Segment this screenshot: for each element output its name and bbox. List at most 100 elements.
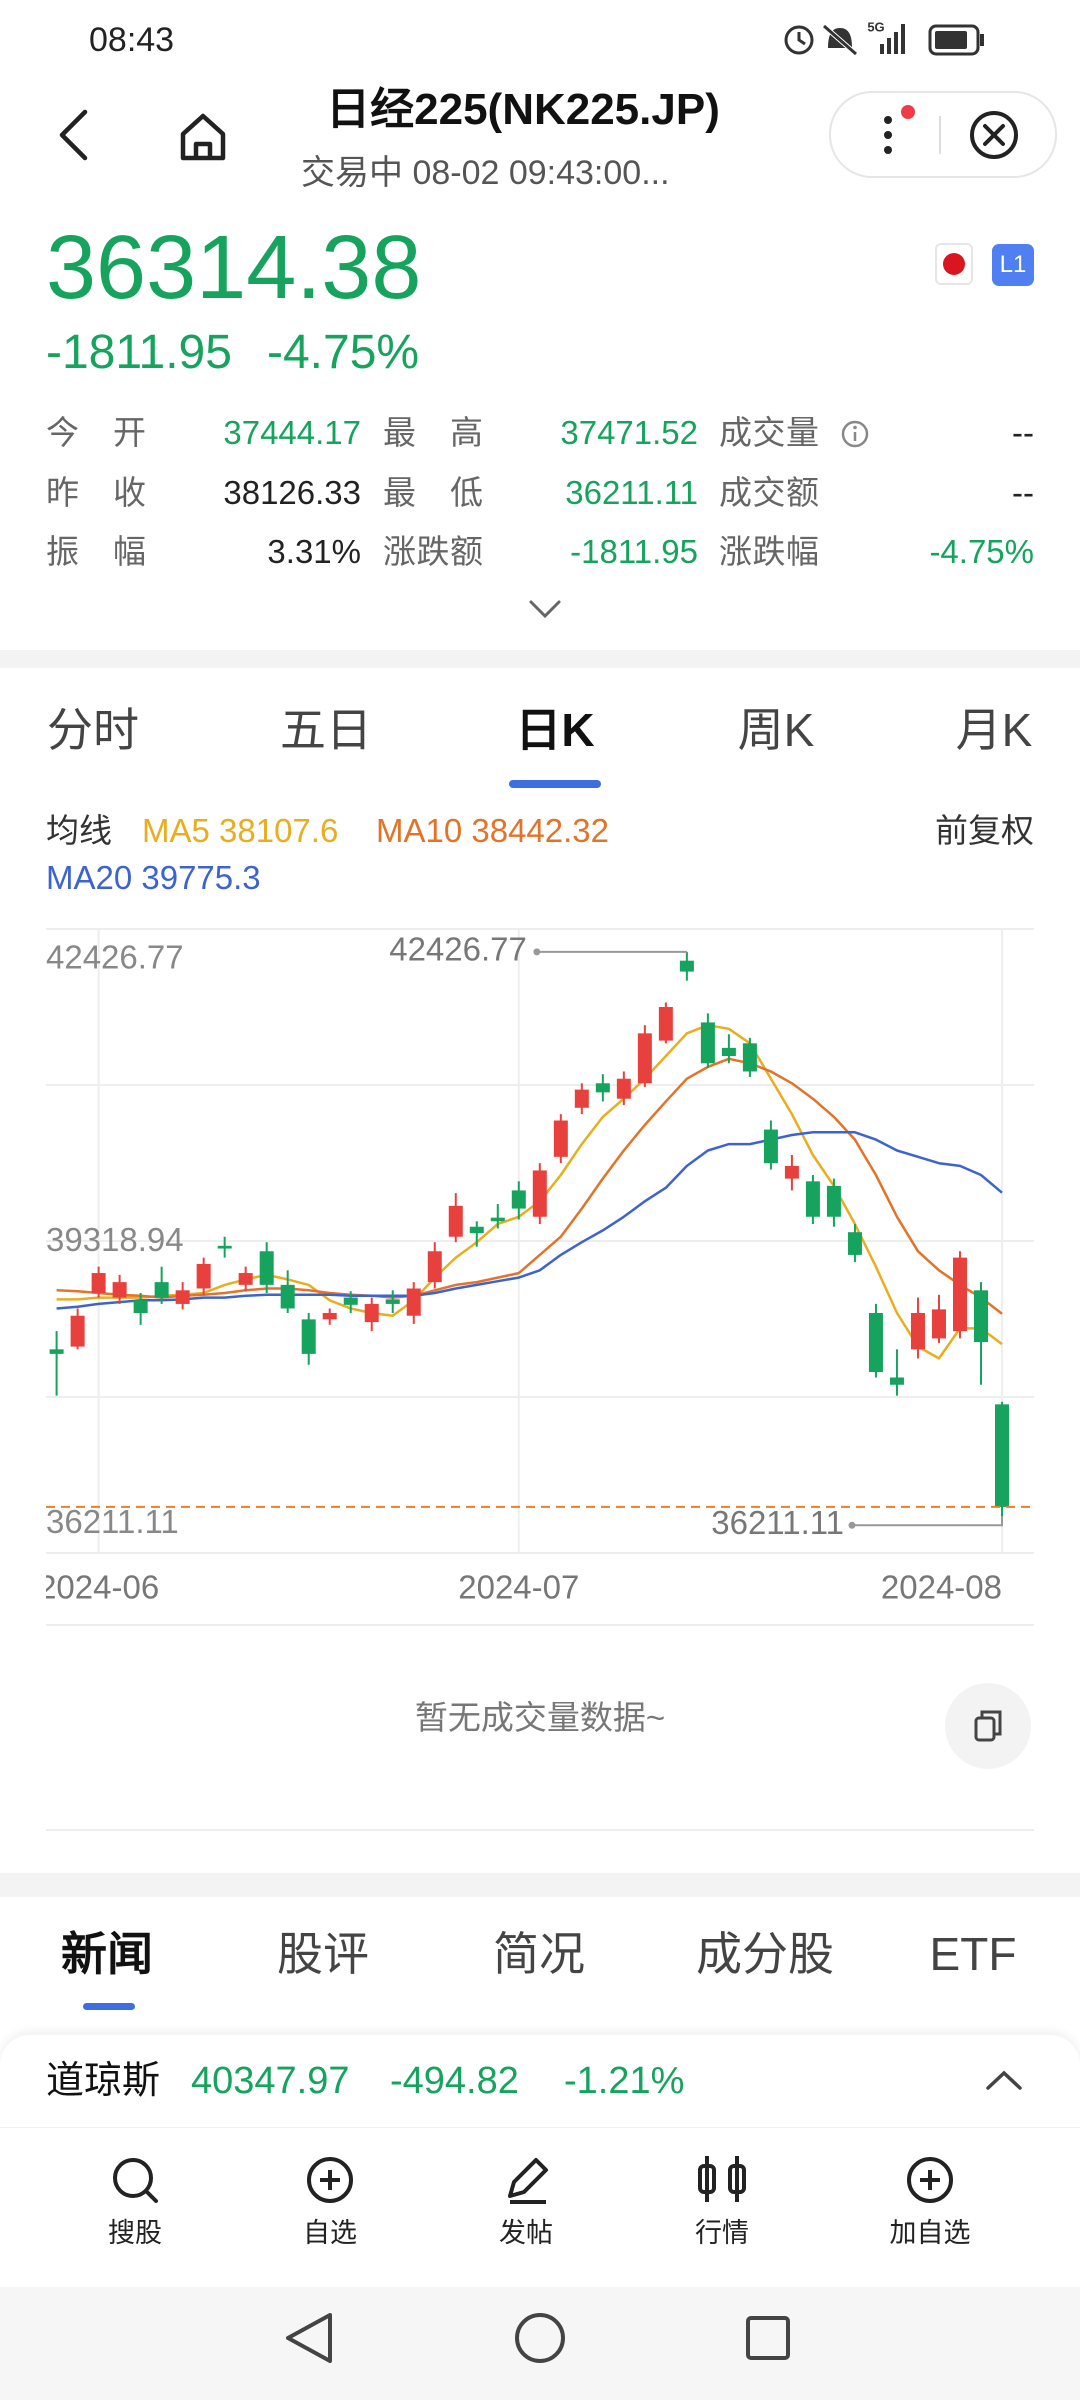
add-watchlist-icon[interactable]: [907, 2157, 953, 2203]
ma-legend-title: 均线: [46, 812, 112, 849]
candle-body: [532, 1170, 547, 1217]
adjust-mode[interactable]: 前复权: [935, 812, 1034, 849]
candle-body: [805, 1181, 820, 1217]
ticker-price: 40347.97: [191, 2060, 350, 2102]
candle-body: [175, 1290, 190, 1304]
candle-body: [952, 1257, 967, 1332]
alarm-icon: [784, 25, 814, 55]
low-pointer: [852, 1516, 1003, 1527]
system-nav-icons: [286, 2313, 790, 2363]
more-button[interactable]: [884, 105, 915, 154]
level-badge: L1: [992, 244, 1034, 286]
ticker-card[interactable]: [0, 2035, 1080, 2127]
ma-line: [56, 1057, 1003, 1315]
period-tab[interactable]: 五日: [280, 704, 372, 756]
x-tick-label: 2024-08: [881, 1569, 1002, 1606]
copy-button[interactable]: [944, 1682, 1032, 1770]
stat-label: 最低: [383, 474, 483, 511]
stat-value: 37471.52: [560, 414, 698, 451]
last-price: 36314.38: [46, 218, 422, 318]
bottom-nav: [0, 2127, 1080, 2288]
candle-body: [427, 1251, 442, 1283]
back-button[interactable]: [59, 109, 88, 161]
candle-body: [553, 1120, 568, 1157]
network-label: 5G: [867, 19, 884, 34]
market-icon[interactable]: [698, 2156, 746, 2202]
search-icon[interactable]: [113, 2158, 158, 2203]
system-back[interactable]: [286, 2313, 332, 2363]
candle-body: [616, 1078, 631, 1099]
news-tab[interactable]: 简况: [493, 1928, 585, 1980]
candle-body: [217, 1245, 232, 1249]
candle-body: [995, 1404, 1009, 1507]
close-button[interactable]: [970, 111, 1018, 159]
stat-label: 振幅: [46, 533, 146, 570]
stat-label: 涨跌额: [383, 533, 483, 570]
candlestick-chart: 2024-06 2024-07 2024-08 42426.77 39318.94 362…: [38, 928, 1034, 1606]
ticker-change: -494.82: [390, 2060, 519, 2102]
candle-body: [343, 1297, 358, 1305]
collapse-button[interactable]: [984, 2068, 1024, 2094]
high-label: 42426.77: [389, 931, 527, 968]
period-tab[interactable]: 分时: [47, 704, 139, 756]
low-pointer-dot: [848, 1521, 856, 1529]
news-tab[interactable]: 新闻: [61, 1928, 153, 1980]
bottom-nav-label[interactable]: 自选: [303, 2218, 357, 2248]
period-tab[interactable]: 月K: [955, 704, 1033, 756]
bottom-nav-label[interactable]: 发帖: [499, 2218, 553, 2248]
system-recents[interactable]: [746, 2316, 790, 2360]
x-tick-label: 2024-07: [458, 1569, 579, 1606]
post-icon[interactable]: [508, 2158, 548, 2204]
stat-value: 3.31%: [267, 533, 361, 570]
candle-body: [322, 1313, 337, 1320]
stat-value: -4.75%: [929, 533, 1034, 570]
candle-body: [112, 1282, 127, 1298]
home-button[interactable]: [180, 113, 226, 161]
news-tab[interactable]: 成分股: [696, 1928, 834, 1980]
x-axis: 2024-06 2024-07 2024-08: [38, 1569, 1002, 1606]
system-home[interactable]: [515, 2313, 565, 2363]
stat-label: 昨收: [46, 474, 146, 511]
high-pointer-dot: [533, 948, 541, 956]
candle-body: [721, 1047, 736, 1057]
period-tab[interactable]: 日K: [515, 704, 595, 756]
section-divider: [0, 650, 1080, 668]
page-subtitle: 交易中 08-02 09:43:00...: [301, 154, 670, 192]
candle-body: [238, 1273, 253, 1285]
candle-body: [595, 1083, 610, 1093]
info-icon[interactable]: [840, 419, 870, 449]
stat-label: 最高: [383, 414, 483, 451]
candle-body: [511, 1190, 526, 1209]
candle-body: [973, 1290, 988, 1343]
candle-body: [574, 1089, 589, 1108]
candle-body: [868, 1313, 883, 1373]
y-tick-label: 42426.77: [46, 939, 184, 976]
period-tab[interactable]: 周K: [737, 704, 815, 756]
low-label: 36211.11: [711, 1504, 844, 1541]
battery-icon: [928, 24, 980, 56]
bottom-nav-label[interactable]: 加自选: [889, 2218, 971, 2248]
bottom-nav-label[interactable]: 行情: [695, 2218, 749, 2248]
stat-value: 36211.11: [565, 474, 698, 511]
bottom-nav-label[interactable]: 搜股: [108, 2218, 162, 2248]
price-change: -1811.95: [46, 326, 232, 379]
watchlist-icon[interactable]: [307, 2157, 353, 2203]
bottom-nav-icons: [113, 2156, 953, 2204]
tab-indicator: [509, 780, 601, 788]
divider-line: [46, 1829, 1034, 1831]
candle-body: [847, 1232, 862, 1255]
candle-body: [385, 1299, 400, 1304]
header-nav-icons: [59, 109, 226, 161]
system-nav-bar: [0, 2287, 1080, 2400]
divider-line: [46, 1624, 1034, 1626]
expand-button[interactable]: [525, 596, 565, 622]
candle-body: [70, 1315, 85, 1347]
candle-body: [196, 1263, 211, 1289]
news-tab[interactable]: ETF: [929, 1928, 1017, 1980]
stat-value: -1811.95: [570, 533, 698, 570]
candle-body: [658, 1007, 673, 1041]
candle-body: [49, 1349, 64, 1354]
stat-label: 成交额: [719, 474, 819, 511]
news-tab[interactable]: 股评: [277, 1928, 369, 1980]
x-tick-label: 2024-06: [38, 1569, 159, 1606]
